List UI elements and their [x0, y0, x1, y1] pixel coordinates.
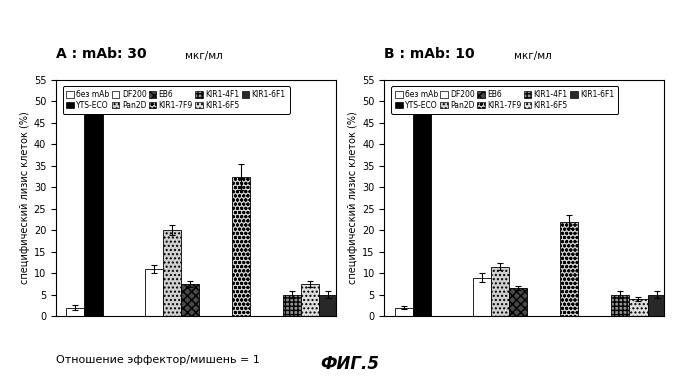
Bar [232, 177, 250, 316]
Bar [163, 231, 180, 316]
Bar [85, 108, 103, 316]
Bar [473, 278, 491, 316]
Bar [395, 307, 413, 316]
Bar [301, 284, 319, 316]
Text: B : mAb: 10: B : mAb: 10 [384, 47, 475, 61]
Text: мкг/мл: мкг/мл [514, 51, 552, 61]
Text: Отношение эффектор/мишень = 1: Отношение эффектор/мишень = 1 [56, 355, 260, 365]
Bar [66, 307, 85, 316]
Bar [491, 267, 509, 316]
Bar [319, 295, 337, 316]
Bar [413, 110, 431, 316]
Text: ФИГ.5: ФИГ.5 [320, 355, 379, 373]
Text: мкг/мл: мкг/мл [185, 51, 223, 61]
Bar [509, 288, 527, 316]
Y-axis label: специфический лизис клеток (%): специфический лизис клеток (%) [20, 112, 29, 285]
Bar [612, 295, 630, 316]
Legend: без mAb, YTS-ECO, DF200, Pan2D, EB6, KIR1-7F9, KIR1-4F1, KIR1-6F5, KIR1-6F1: без mAb, YTS-ECO, DF200, Pan2D, EB6, KIR… [391, 86, 618, 114]
Bar [561, 222, 578, 316]
Bar [283, 295, 301, 316]
Bar [180, 284, 199, 316]
Legend: без mAb, YTS-ECO, DF200, Pan2D, EB6, KIR1-7F9, KIR1-4F1, KIR1-6F5, KIR1-6F1: без mAb, YTS-ECO, DF200, Pan2D, EB6, KIR… [62, 86, 289, 114]
Bar [647, 295, 665, 316]
Text: A : mAb: 30: A : mAb: 30 [56, 47, 147, 61]
Bar [630, 299, 647, 316]
Bar [145, 269, 163, 316]
Y-axis label: специфический лизис клеток (%): специфический лизис клеток (%) [348, 112, 358, 285]
